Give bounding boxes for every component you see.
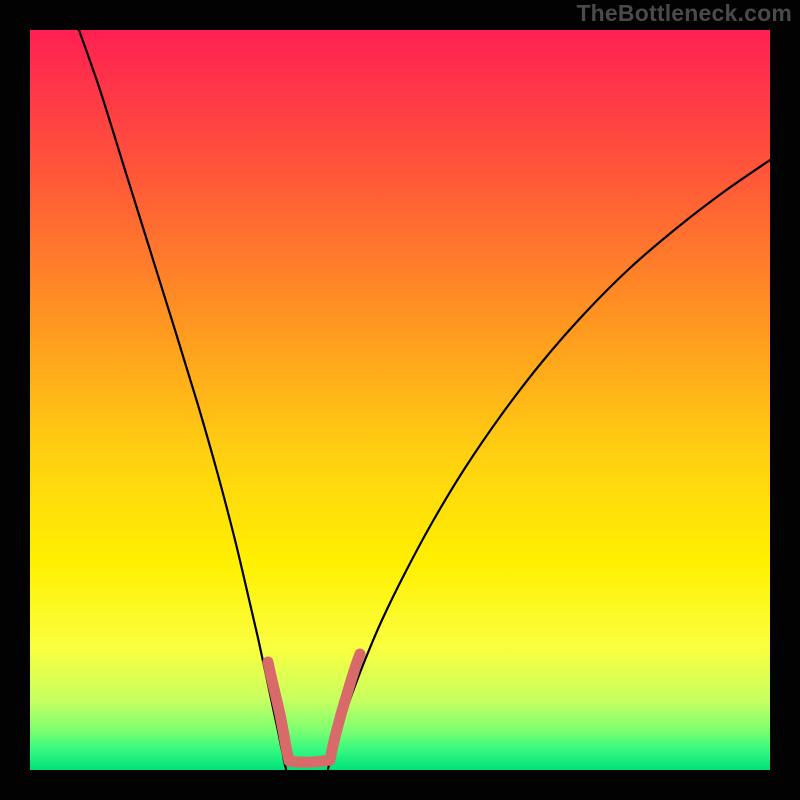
bottom-marker: [289, 760, 330, 762]
chart-frame: TheBottleneck.com: [0, 0, 800, 800]
watermark-text: TheBottleneck.com: [576, 0, 792, 27]
chart-svg: [0, 0, 800, 800]
plot-background: [30, 30, 770, 770]
